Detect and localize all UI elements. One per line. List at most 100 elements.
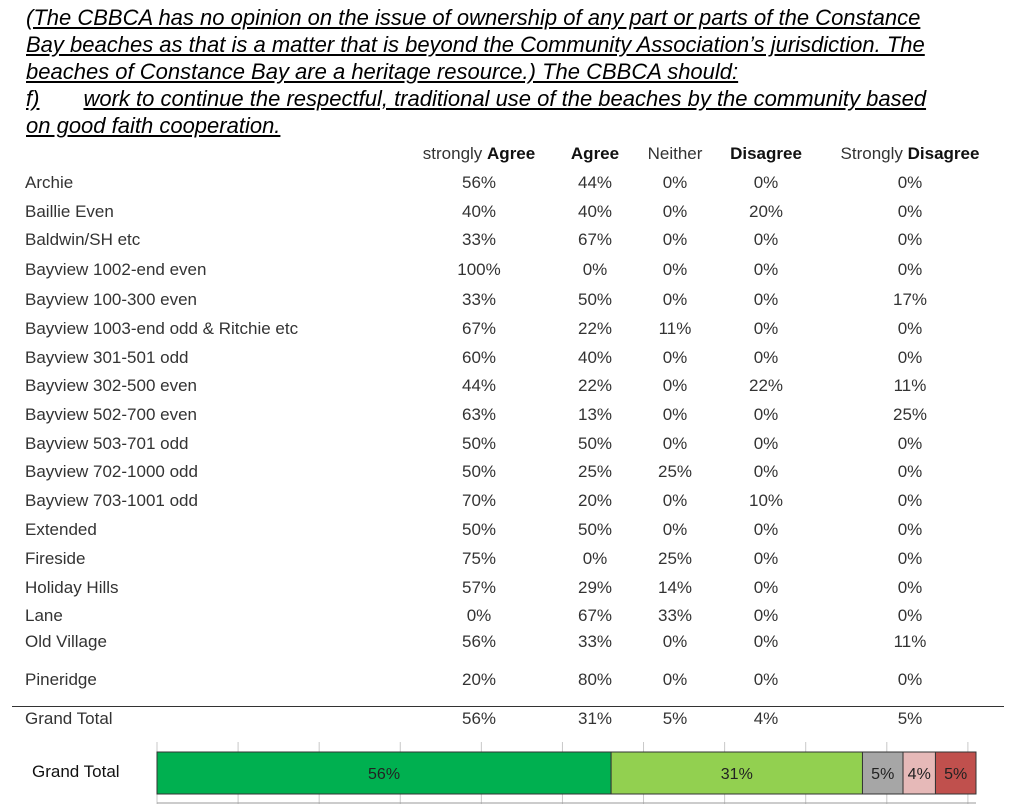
row-label: Bayview 100-300 even [25,290,198,309]
table-row: Baldwin/SH etc 33% 67% 0% 0% 0% [0,230,1020,254]
cell-value: 5% [662,709,688,728]
cell-value: 100% [457,260,501,279]
cell-value: 44% [461,376,497,395]
cell-value: 0% [897,606,923,625]
table-row: Bayview 703-1001 odd 70% 20% 0% 10% 0% [0,491,1020,515]
row-label: Baillie Even [25,202,114,221]
row-label: Lane [25,606,63,625]
bar-segment-1 [156,751,612,795]
cell-value: 0% [753,405,779,424]
cell-value: 0% [662,290,688,309]
bar-data-label: 31% [721,766,753,783]
bar-category-label: Grand Total [32,762,120,781]
table-row: Bayview 301-501 odd 60% 40% 0% 0% 0% [0,348,1020,372]
cell-value: 25% [657,462,693,481]
row-label: Bayview 302-500 even [25,376,198,395]
cell-value: 14% [657,578,693,597]
col-header-prefix: Neither [647,144,703,163]
cell-value: 0% [662,491,688,510]
cell-value: 0% [897,520,923,539]
cell-value: 29% [577,578,613,597]
col-header-bold: Agree [487,144,536,163]
cell-value: 0% [662,670,688,689]
cell-value: 0% [897,202,923,221]
cell-value: 50% [461,462,497,481]
table-row: Bayview 302-500 even 44% 22% 0% 22% 11% [0,376,1020,400]
cell-value: 50% [461,434,497,453]
cell-value: 0% [897,230,923,249]
cell-value: 33% [461,290,497,309]
col-header-agree: Agree [571,144,619,164]
table-row: Extended 50% 50% 0% 0% 0% [0,520,1020,544]
cell-value: 0% [753,348,779,367]
cell-value: 0% [753,462,779,481]
cell-value: 56% [461,632,497,651]
cell-value: 0% [662,376,688,395]
row-label: Bayview 502-700 even [25,405,198,424]
cell-value: 50% [577,434,613,453]
cell-value: 67% [577,606,613,625]
col-header-bold: Disagree [907,144,980,163]
heading-line-3: beaches of Constance Bay are a heritage … [26,59,739,84]
heading-line-2: Bay beaches as that is a matter that is … [26,32,925,57]
cell-value: 63% [461,405,497,424]
cell-value: 0% [897,319,923,338]
cell-value: 11% [893,376,927,395]
cell-value: 0% [466,606,492,625]
bar-data-label: 4% [908,766,931,783]
cell-value: 0% [753,578,779,597]
cell-value: 50% [461,520,497,539]
cell-value: 20% [748,202,784,221]
cell-value: 0% [897,434,923,453]
cell-value: 17% [892,290,928,309]
cell-value: 11% [658,319,692,338]
col-header-bold: Agree [570,144,620,163]
row-label: Bayview 301-501 odd [25,348,189,367]
cell-value: 50% [577,290,613,309]
cell-value: 0% [753,434,779,453]
cell-value: 0% [753,549,779,568]
table-row: Old Village 56% 33% 0% 0% 11% [0,632,1020,656]
cell-value: 11% [893,632,927,651]
bar-data-label: 5% [944,766,967,783]
cell-value: 0% [753,670,779,689]
cell-value: 0% [753,173,779,192]
table-row: Bayview 502-700 even 63% 13% 0% 0% 25% [0,405,1020,429]
row-label: Bayview 703-1001 odd [25,491,198,510]
cell-value: 80% [577,670,613,689]
cell-value: 50% [577,520,613,539]
bar-segment-4 [902,751,936,795]
question-heading: (The CBBCA has no opinion on the issue o… [26,4,1006,139]
bar-segment-3 [861,751,904,795]
row-label: Extended [25,520,97,539]
bar-segment-2 [610,751,863,795]
cell-value: 22% [577,376,613,395]
row-label: Bayview 1003-end odd & Ritchie etc [25,319,299,338]
cell-value: 0% [753,606,779,625]
row-label: Fireside [25,549,86,568]
cell-value: 0% [897,173,923,192]
cell-value: 40% [461,202,497,221]
col-header-prefix: Strongly [840,144,908,163]
row-label: Archie [25,173,74,192]
heading-line-1: (The CBBCA has no opinion on the issue o… [26,5,921,30]
table-row: Fireside 75% 0% 25% 0% 0% [0,549,1020,573]
cell-value: 67% [577,230,613,249]
table-row: Pineridge 20% 80% 0% 0% 0% [0,670,1020,694]
cell-value: 0% [753,290,779,309]
cell-value: 0% [582,549,608,568]
cell-value: 33% [657,606,693,625]
cell-value: 22% [577,319,613,338]
cell-value: 10% [748,491,784,510]
grand-total-row: Grand Total 56% 31% 5% 4% 5% [0,709,1020,733]
cell-value: 0% [897,670,923,689]
heading-line-5: on good faith cooperation. [26,113,281,138]
cell-value: 33% [577,632,613,651]
cell-value: 20% [577,491,613,510]
row-label: Grand Total [25,709,113,728]
row-label: Old Village [25,632,107,651]
cell-value: 0% [662,348,688,367]
cell-value: 0% [753,632,779,651]
stacked-bar-chart: 56% 31% 5% 4% 5% [156,742,977,804]
cell-value: 0% [897,578,923,597]
